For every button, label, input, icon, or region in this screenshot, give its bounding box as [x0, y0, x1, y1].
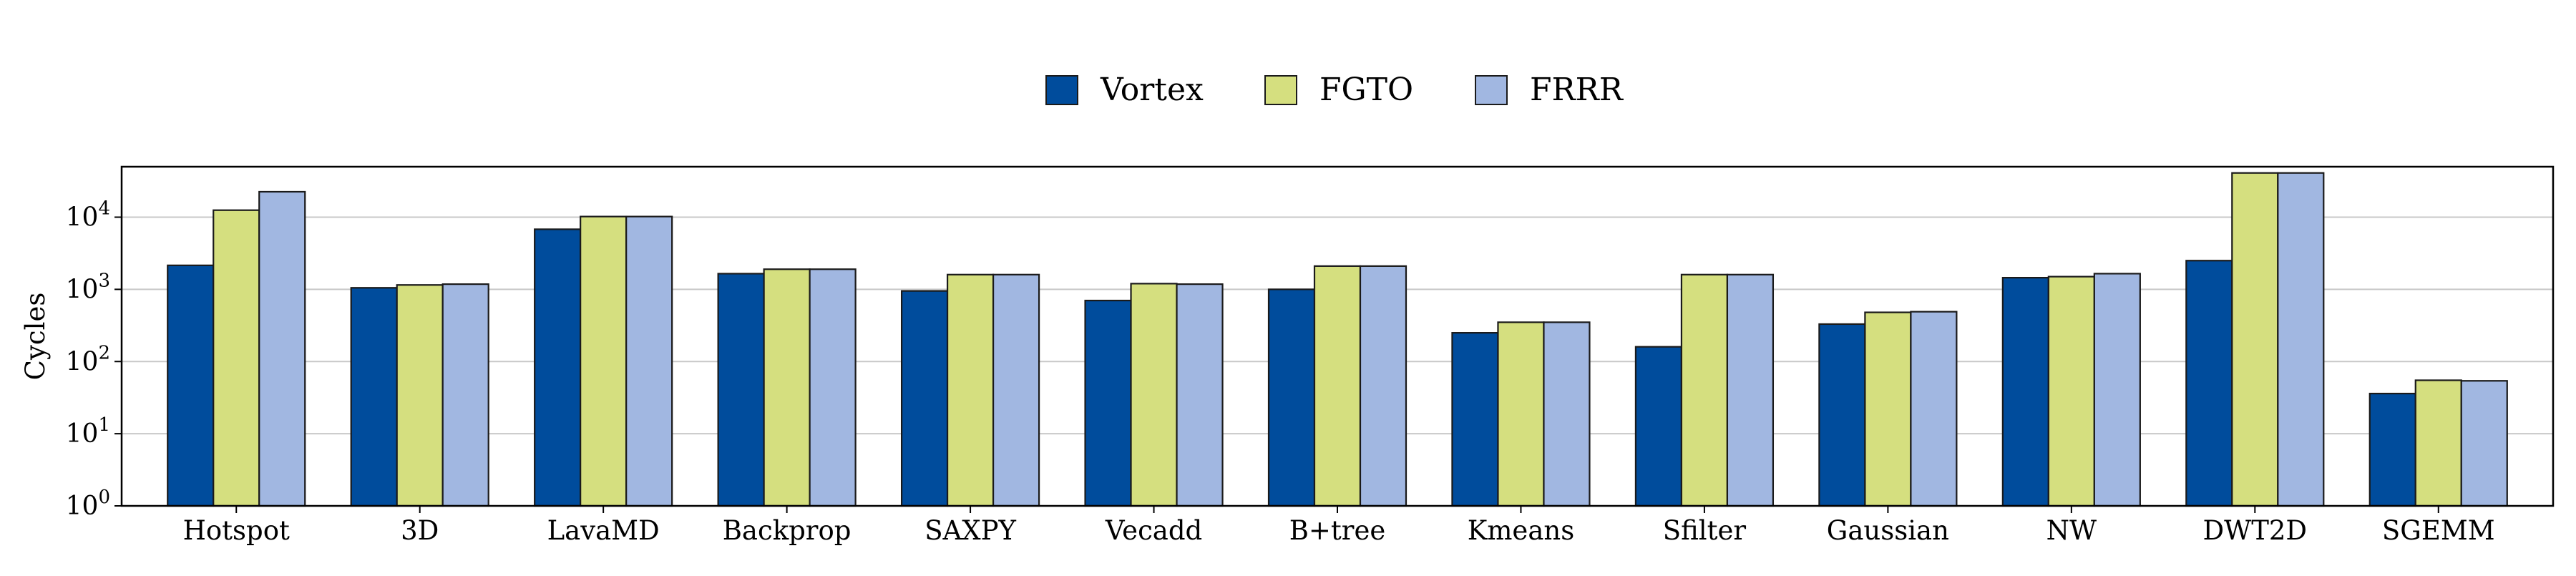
bar-vortex	[1267, 288, 1316, 507]
y-tick-label: 100	[66, 487, 110, 521]
x-tick-label: Sfilter	[1663, 515, 1747, 546]
bar-fgto	[2414, 379, 2462, 507]
x-tick-label: SAXPY	[924, 515, 1016, 546]
x-tick-label: LavaMD	[547, 515, 660, 546]
y-tick-label: 104	[66, 198, 110, 233]
bar-frrr	[1910, 311, 1958, 507]
x-tick-label: NW	[2046, 515, 2097, 546]
bar-fgto	[1680, 273, 1729, 507]
legend-label-fgto: FGTO	[1319, 72, 1413, 108]
bar-fgto	[396, 284, 444, 507]
legend-swatch-frrr	[1475, 75, 1508, 105]
bar-fgto	[1864, 311, 1912, 507]
bar-frrr	[1176, 283, 1224, 507]
bar-vortex	[717, 273, 765, 507]
legend-label-vortex: Vortex	[1100, 72, 1204, 108]
x-tick-label: 3D	[401, 515, 439, 546]
bar-fgto	[2047, 275, 2095, 507]
legend-label-frrr: FRRR	[1530, 72, 1624, 108]
bar-vortex	[534, 228, 582, 507]
bar-frrr	[1543, 321, 1591, 507]
y-tick-exponent: 4	[98, 198, 110, 220]
bar-vortex	[1451, 332, 1499, 507]
bars	[167, 172, 2508, 507]
bar-frrr	[2277, 172, 2325, 507]
bar-vortex	[1084, 299, 1132, 507]
y-tick-exponent: 1	[98, 414, 110, 436]
bar-frrr	[1359, 265, 1407, 507]
bar-frrr	[2460, 380, 2508, 507]
y-axis-label: Cycles	[20, 293, 51, 381]
bar-vortex	[2001, 277, 2049, 507]
x-tick-label: DWT2D	[2203, 515, 2308, 546]
bar-fgto	[763, 268, 811, 507]
bar-fgto	[1130, 283, 1178, 507]
x-tick-label: SGEMM	[2382, 515, 2495, 546]
legend-swatch-fgto	[1264, 75, 1297, 105]
x-tick-label: B+tree	[1289, 515, 1386, 546]
y-tick-label: 101	[66, 414, 110, 449]
bar-vortex	[350, 287, 398, 507]
bar-fgto	[580, 215, 628, 507]
bar-frrr	[625, 215, 673, 507]
legend: Vortex FGTO FRRR	[1045, 72, 1624, 108]
bar-fgto	[1313, 265, 1362, 507]
bar-vortex	[900, 290, 949, 507]
x-tick-label: Vecadd	[1105, 515, 1202, 546]
bar-fgto	[213, 209, 260, 507]
x-tick-label: Backprop	[723, 515, 852, 546]
bar-vortex	[2185, 260, 2233, 507]
bar-vortex	[167, 264, 215, 507]
legend-swatch-vortex	[1045, 75, 1078, 105]
x-tick-label: Gaussian	[1827, 515, 1949, 546]
y-tick-label: 103	[66, 270, 110, 304]
x-tick-label: Kmeans	[1468, 515, 1575, 546]
y-tick-exponent: 3	[98, 270, 110, 291]
bar-frrr	[809, 268, 857, 507]
bar-frrr	[2093, 273, 2141, 507]
bar-vortex	[2368, 392, 2416, 507]
y-tick-exponent: 0	[98, 487, 110, 508]
y-tick-exponent: 2	[98, 342, 110, 363]
bar-fgto	[2231, 172, 2279, 507]
bar-frrr	[1726, 273, 1775, 507]
bar-vortex	[1634, 346, 1683, 507]
x-tick-label: Hotspot	[183, 515, 290, 546]
bar-fgto	[1497, 321, 1545, 507]
y-tick-label: 102	[66, 342, 110, 376]
bar-vortex	[1818, 323, 1866, 507]
bar-fgto	[946, 273, 995, 507]
bar-frrr	[258, 190, 306, 507]
bar-frrr	[992, 273, 1040, 507]
x-axis: Hotspot 3D LavaMD Backprop SAXPY Vecadd B+tree…	[183, 506, 2495, 546]
bar-frrr	[441, 283, 489, 507]
